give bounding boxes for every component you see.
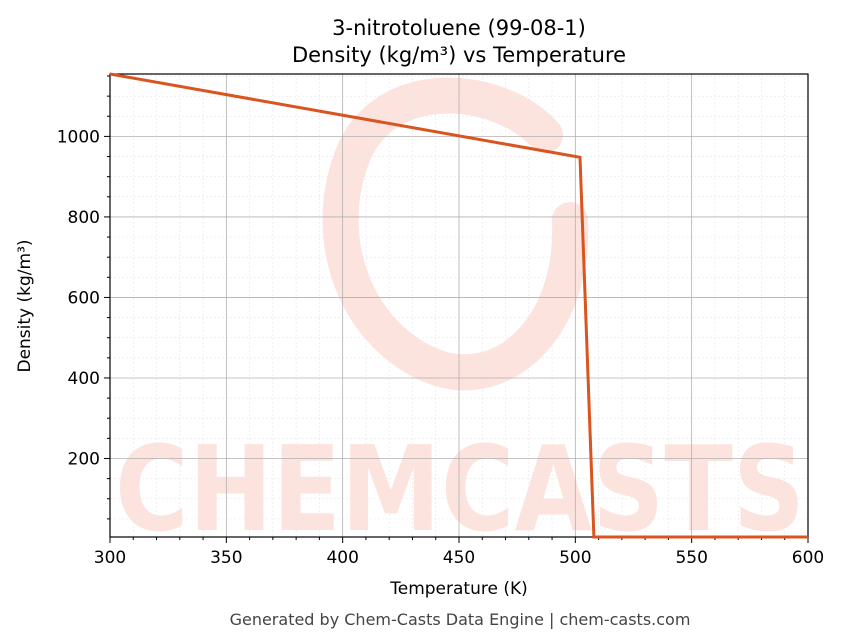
x-tick-label: 350 (210, 548, 242, 568)
x-tick-label: 300 (94, 548, 126, 568)
y-tick-label: 800 (68, 208, 100, 228)
y-tick-label: 600 (68, 288, 100, 308)
x-tick-label: 500 (559, 548, 591, 568)
y-axis-label: Density (kg/m³) (15, 239, 35, 372)
footer-credit: Generated by Chem-Casts Data Engine | ch… (230, 610, 691, 629)
series-layer (109, 72, 808, 539)
x-tick-label: 450 (443, 548, 475, 568)
x-tick-label: 600 (792, 548, 824, 568)
x-axis-label: Temperature (K) (389, 579, 528, 599)
watermark-swirl (322, 77, 589, 391)
density-series-line (109, 72, 808, 539)
chart-title: 3-nitrotoluene (99-08-1) (332, 16, 586, 40)
x-tick-label: 400 (326, 548, 358, 568)
y-tick-label: 400 (68, 369, 100, 389)
y-tick-label: 200 (68, 449, 100, 469)
chart-subtitle: Density (kg/m³) vs Temperature (292, 43, 626, 67)
y-tick-label: 1000 (57, 127, 100, 147)
x-axis-ticks: 300 350 400 450 500 550 600 (94, 537, 824, 568)
watermark-text: CHEMCASTS (115, 420, 805, 558)
x-tick-label: 550 (675, 548, 707, 568)
y-axis-ticks: 200 400 600 800 1000 (57, 75, 110, 520)
chemcasts-watermark: CHEMCASTS (115, 77, 805, 558)
